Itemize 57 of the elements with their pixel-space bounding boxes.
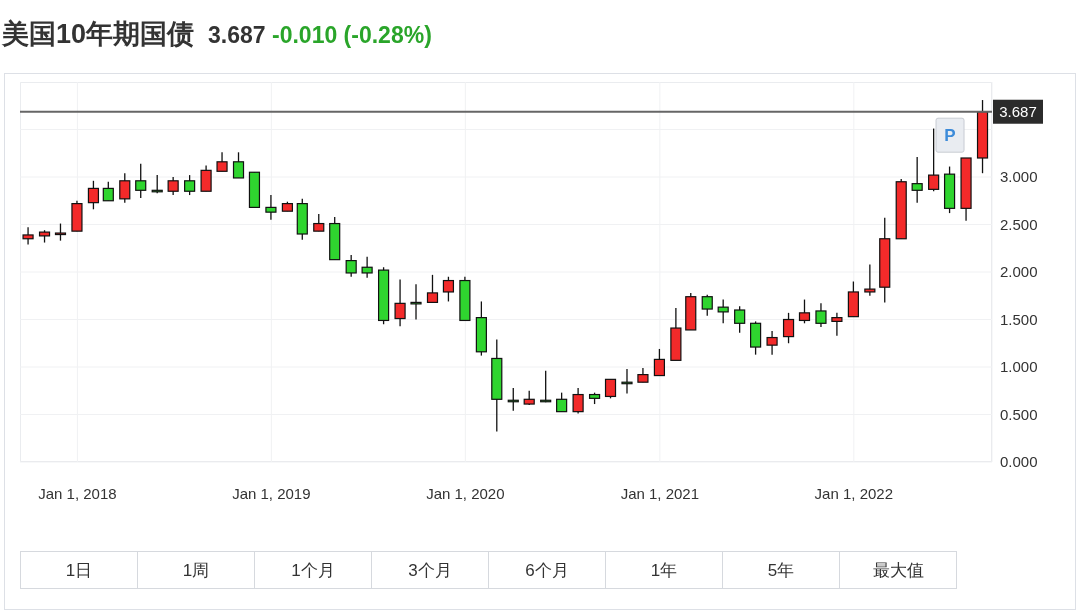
candlestick bbox=[167, 176, 179, 196]
x-tick-label: Jan 1, 2020 bbox=[426, 484, 505, 502]
candlestick bbox=[701, 294, 713, 317]
candlestick bbox=[345, 254, 357, 278]
text: 最大值 bbox=[839, 551, 957, 589]
text: 5年 bbox=[722, 551, 840, 589]
candlestick bbox=[216, 151, 228, 172]
candlestick bbox=[831, 312, 843, 337]
text: 3个月 bbox=[371, 551, 489, 589]
candlestick bbox=[232, 151, 245, 179]
candlestick bbox=[135, 163, 147, 199]
annotation: P bbox=[944, 126, 956, 146]
chart-title: 美国10年期国债 bbox=[2, 18, 195, 51]
chart-subtitle: 3.687 -0.010 (-0.28%) bbox=[208, 22, 432, 48]
candlestick bbox=[782, 312, 795, 344]
text: 1年 bbox=[605, 551, 723, 589]
candlestick bbox=[200, 164, 212, 192]
candlestick bbox=[556, 392, 568, 413]
y-tick-label: 2.500 bbox=[1000, 215, 1038, 233]
x-tick-label: Jan 1, 2018 bbox=[38, 484, 117, 502]
candlestick bbox=[265, 194, 277, 221]
candlestick bbox=[734, 305, 746, 334]
candlestick bbox=[426, 274, 439, 304]
text: 6个月 bbox=[488, 551, 606, 589]
candlestick bbox=[653, 348, 666, 377]
candlestick bbox=[864, 263, 876, 297]
y-tick-label: 0.500 bbox=[1000, 405, 1038, 423]
x-tick-label: Jan 1, 2019 bbox=[232, 484, 311, 502]
candlestick bbox=[766, 330, 778, 356]
candlestick bbox=[815, 302, 827, 328]
candlestick bbox=[361, 256, 373, 279]
candlestick bbox=[717, 298, 729, 324]
text: 1日 bbox=[20, 551, 138, 589]
candlestick bbox=[394, 278, 406, 327]
candlestick bbox=[604, 378, 617, 399]
y-tick-label: 3.000 bbox=[1000, 168, 1038, 186]
candlestick bbox=[184, 174, 196, 196]
y-tick-label: 2.000 bbox=[1000, 263, 1038, 281]
candlestick bbox=[22, 226, 34, 246]
candlestick bbox=[102, 181, 114, 202]
y-tick-label: 1.500 bbox=[1000, 310, 1038, 328]
candlestick bbox=[119, 172, 131, 204]
candlestick bbox=[750, 320, 762, 356]
candlestick bbox=[572, 387, 584, 415]
candlestick bbox=[410, 283, 422, 321]
x-tick-label: Jan 1, 2022 bbox=[814, 484, 894, 502]
text: 1周 bbox=[137, 551, 255, 589]
candlestick bbox=[798, 298, 811, 324]
candlestick bbox=[442, 276, 455, 303]
y-tick-label: 0.000 bbox=[1000, 453, 1038, 471]
candlestick bbox=[911, 156, 923, 204]
candlestick bbox=[928, 127, 940, 192]
candlestick bbox=[87, 180, 100, 210]
text: 1个月 bbox=[254, 551, 372, 589]
x-tick-label: Jan 1, 2021 bbox=[620, 484, 700, 502]
ref-line-label: 3.687 bbox=[999, 102, 1037, 120]
y-tick-label: 1.000 bbox=[1000, 358, 1038, 376]
